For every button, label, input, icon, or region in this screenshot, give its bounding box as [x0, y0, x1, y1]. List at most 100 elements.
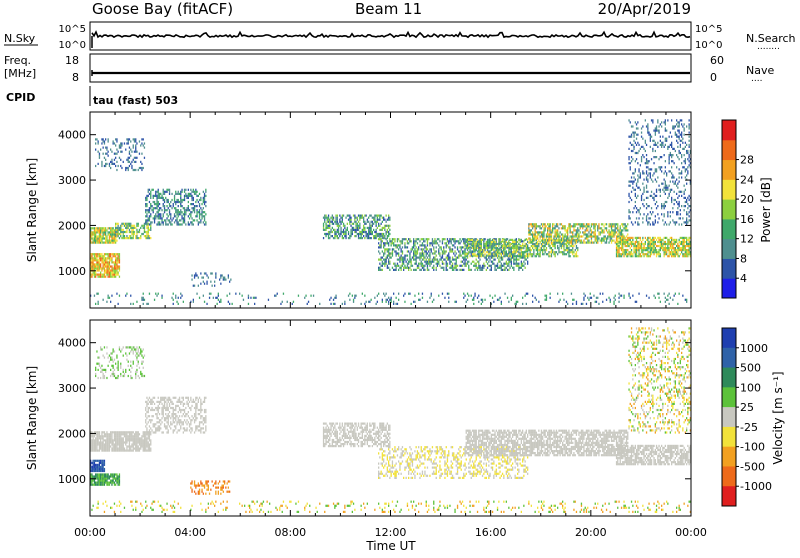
power-cell	[99, 155, 100, 157]
power-cell	[429, 244, 430, 246]
power-cell	[156, 197, 157, 199]
power-cell	[466, 265, 467, 267]
power-cell	[647, 181, 648, 183]
power-cell	[333, 219, 334, 221]
power-cell	[540, 251, 541, 253]
power-cell	[427, 301, 428, 303]
power-cell	[104, 229, 105, 231]
power-cell	[636, 207, 637, 209]
power-cell	[503, 269, 504, 271]
power-cell	[620, 237, 621, 239]
power-cell	[516, 247, 517, 249]
power-cell	[616, 253, 617, 255]
power-cell	[633, 132, 634, 134]
power-cell	[487, 263, 488, 265]
power-cell	[487, 259, 488, 261]
power-cell	[409, 257, 410, 259]
power-cell	[682, 138, 683, 140]
power-cell	[397, 265, 398, 267]
power-cell	[99, 261, 100, 263]
power-cell	[578, 223, 579, 225]
power-cell	[565, 240, 566, 242]
power-cell	[413, 301, 414, 303]
power-cell	[367, 227, 368, 229]
power-cell	[525, 239, 526, 241]
power-cell	[116, 223, 117, 225]
power-cell	[658, 251, 659, 253]
power-cell	[149, 223, 150, 225]
power-cell	[556, 251, 557, 253]
power-cell	[645, 142, 646, 144]
power-cell	[479, 239, 480, 241]
power-cell	[481, 241, 482, 243]
power-cell	[686, 255, 687, 257]
power-cell	[358, 229, 359, 231]
power-cell	[591, 231, 592, 233]
power-cell	[563, 249, 564, 251]
power-cell	[350, 233, 351, 235]
power-cell	[459, 269, 460, 271]
power-cell	[642, 249, 643, 251]
power-cell	[586, 233, 587, 235]
power-cell	[130, 237, 131, 239]
power-cell	[684, 166, 685, 168]
power-cell	[388, 261, 389, 263]
power-cell	[398, 293, 399, 295]
power-cell	[116, 235, 117, 237]
power-cell	[555, 247, 556, 249]
power-cell	[512, 239, 513, 241]
power-cell	[109, 165, 110, 167]
power-cell	[324, 219, 325, 221]
power-cell	[323, 217, 324, 219]
power-cell	[484, 253, 485, 255]
power-cell	[383, 246, 384, 248]
power-cell	[575, 249, 576, 251]
power-cell	[388, 248, 389, 250]
power-cell	[481, 239, 482, 241]
power-cell	[553, 235, 554, 237]
power-cell	[623, 241, 624, 243]
power-cell	[647, 213, 648, 215]
power-cell	[348, 295, 349, 297]
power-cell	[545, 229, 546, 231]
power-cell	[522, 303, 523, 305]
power-cell	[647, 179, 648, 181]
power-cell	[373, 235, 374, 237]
power-cell	[129, 161, 130, 163]
power-cell	[215, 297, 216, 299]
power-cell	[528, 223, 529, 225]
power-cell	[548, 233, 549, 235]
power-cell	[149, 219, 150, 221]
power-cell	[556, 223, 557, 225]
power-cell	[603, 225, 604, 227]
power-cell	[136, 233, 137, 235]
power-cell	[325, 227, 326, 229]
power-cell	[384, 265, 385, 267]
power-cell	[479, 259, 480, 261]
power-cell	[268, 299, 269, 301]
power-cell	[339, 221, 340, 223]
power-cell	[463, 240, 464, 242]
power-cell	[374, 297, 375, 299]
power-cell	[662, 247, 663, 249]
power-cell	[93, 242, 94, 244]
power-cell	[194, 277, 195, 279]
power-cell	[381, 269, 382, 271]
power-cell	[586, 227, 587, 229]
power-cell	[682, 249, 683, 251]
power-cell	[570, 249, 571, 251]
power-cell	[459, 265, 460, 267]
power-cell	[154, 221, 155, 223]
power-cell	[669, 247, 670, 249]
power-cell	[637, 221, 638, 223]
power-cell	[418, 257, 419, 259]
power-cell	[350, 229, 351, 231]
power-cell	[494, 295, 495, 297]
power-cell	[677, 243, 678, 245]
power-cell	[610, 240, 611, 242]
power-cell	[680, 172, 681, 174]
power-cell	[618, 297, 619, 299]
power-cell	[163, 193, 164, 195]
power-cell	[612, 223, 613, 225]
power-cell	[126, 142, 127, 144]
